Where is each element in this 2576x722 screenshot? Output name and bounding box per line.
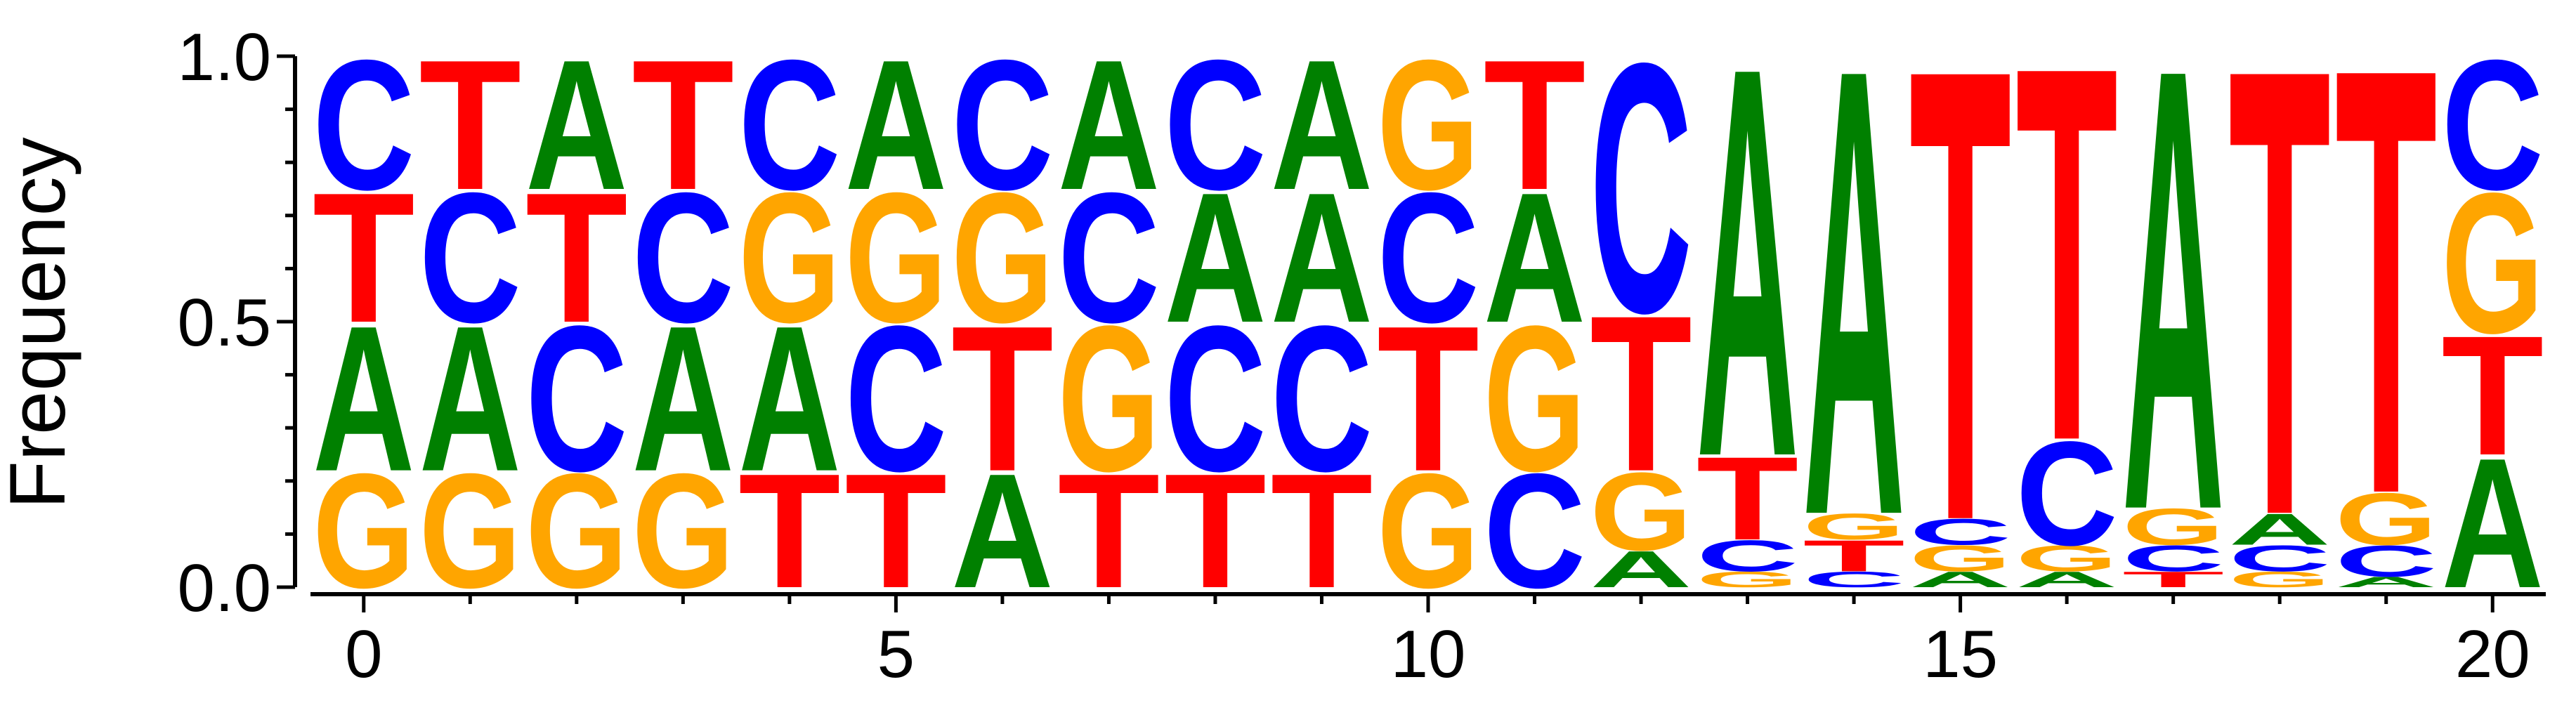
logo-letter-A-pos-11: A <box>1484 154 1586 362</box>
logo-letter-G-pos-12: G <box>1590 449 1692 574</box>
logo-letter-T-pos-8: T <box>1164 440 1266 622</box>
logo-letter-A-pos-3: A <box>632 282 734 515</box>
logo-letter-T-pos-12: T <box>1590 270 1692 518</box>
logo-letter-C-pos-3: C <box>632 154 734 362</box>
x-tick-label: 15 <box>1923 617 1998 692</box>
logo-letter-G-pos-16: G <box>2015 538 2117 579</box>
logo-letter-A-pos-4: A <box>738 282 840 515</box>
logo-letter-C-pos-13: C <box>1696 531 1798 581</box>
logo-letter-A-pos-13: A <box>1696 0 1798 573</box>
logo-letter-C-pos-7: C <box>1058 154 1160 362</box>
logo-letter-C-pos-12: C <box>1590 0 1692 387</box>
logo-letter-A-pos-6: A <box>951 440 1053 623</box>
logo-letter-T-pos-5: T <box>845 440 947 622</box>
logo-letter-C-pos-11: C <box>1484 440 1586 623</box>
logo-letter-A-pos-5: A <box>845 21 947 229</box>
logo-letter-T-pos-17: T <box>2122 567 2224 591</box>
logo-letter-A-pos-18: A <box>2228 504 2330 554</box>
logo-letter-C-pos-16: C <box>2015 410 2117 576</box>
logo-letter-C-pos-17: C <box>2122 538 2224 579</box>
logo-letter-G-pos-15: G <box>1909 538 2011 579</box>
logo-letter-T-pos-13: T <box>1696 432 1798 565</box>
logo-letter-T-pos-4: T <box>738 440 840 622</box>
logo-letter-A-pos-2: A <box>525 21 627 229</box>
logo-letter-C-pos-6: C <box>951 21 1053 229</box>
logo-letter-C-pos-9: C <box>1271 282 1373 515</box>
y-axis-title: Frequency <box>0 137 81 508</box>
logo-letter-G-pos-17: G <box>2122 498 2224 556</box>
logo-letter-C-pos-19: C <box>2335 537 2437 586</box>
logo-letter-G-pos-5: G <box>845 155 947 361</box>
x-tick-label: 0 <box>345 617 382 692</box>
logo-letter-G-pos-14: G <box>1803 506 1904 548</box>
logo-letter-C-pos-14: C <box>1803 567 1904 592</box>
logo-letter-G-pos-18: G <box>2228 567 2330 592</box>
logo-letter-G-pos-2: G <box>525 440 627 622</box>
y-tick-label: 1.0 <box>178 20 271 95</box>
logo-letter-C-pos-2: C <box>525 282 627 515</box>
logo-letter-A-pos-14: A <box>1803 0 1904 648</box>
x-tick-label: 10 <box>1391 617 1466 692</box>
logo-letter-T-pos-1: T <box>419 22 521 229</box>
logo-letter-A-pos-7: A <box>1058 21 1160 229</box>
y-tick-label: 0.0 <box>178 551 271 626</box>
logo-letter-T-pos-9: T <box>1271 440 1373 622</box>
logo-letter-C-pos-18: C <box>2228 538 2330 579</box>
logo-letter-C-pos-0: C <box>313 21 414 229</box>
x-tick-label: 20 <box>2455 617 2530 692</box>
logo-letter-T-pos-7: T <box>1058 440 1160 622</box>
logo-letter-G-pos-10: G <box>1377 22 1479 228</box>
logo-letter-G-pos-7: G <box>1058 283 1160 515</box>
logo-letter-C-pos-20: C <box>2442 21 2544 229</box>
logo-letter-A-pos-12: A <box>1590 541 1692 598</box>
logo-letter-T-pos-3: T <box>632 22 734 229</box>
logo-letter-T-pos-19: T <box>2335 0 2437 621</box>
logo-letter-A-pos-15: A <box>1909 567 2011 592</box>
logo-letter-G-pos-6: G <box>951 155 1053 361</box>
logo-letter-T-pos-0: T <box>313 155 414 362</box>
logo-letter-G-pos-10: G <box>1377 440 1479 622</box>
logo-letter-T-pos-11: T <box>1484 22 1586 229</box>
logo-letter-T-pos-2: T <box>525 155 627 362</box>
logo-letter-A-pos-8: A <box>1164 154 1266 362</box>
logo-letter-C-pos-15: C <box>1909 511 2011 553</box>
logo-letter-A-pos-9: A <box>1271 21 1373 229</box>
logo-letters: GATCGACTGCTAGACTTAGCTCGAATGCTGCATCACTCAA… <box>313 0 2544 655</box>
logo-letter-C-pos-1: C <box>419 154 521 362</box>
x-tick-label: 5 <box>877 617 915 692</box>
logo-letter-T-pos-10: T <box>1377 282 1479 514</box>
logo-letter-A-pos-1: A <box>419 282 521 515</box>
logo-letter-C-pos-4: C <box>738 21 840 229</box>
logo-letter-A-pos-20: A <box>2442 419 2544 627</box>
axes: 0.0 0.5 1.0 0 5 10 15 20 <box>178 20 2546 692</box>
logo-letter-T-pos-15: T <box>1909 0 2011 655</box>
logo-letter-A-pos-16: A <box>2015 567 2117 592</box>
logo-letter-G-pos-20: G <box>2442 152 2544 376</box>
logo-letter-G-pos-13: G <box>1696 567 1798 592</box>
logo-letter-C-pos-8: C <box>1164 21 1266 229</box>
logo-letter-C-pos-8: C <box>1164 282 1266 515</box>
logo-letter-C-pos-5: C <box>845 282 947 515</box>
logo-letter-A-pos-0: A <box>313 282 414 515</box>
logo-letter-C-pos-10: C <box>1377 154 1479 362</box>
logo-letter-T-pos-14: T <box>1803 531 1904 581</box>
logo-letter-G-pos-11: G <box>1484 283 1586 515</box>
logo-letter-G-pos-4: G <box>738 155 840 361</box>
logo-letter-G-pos-1: G <box>419 440 521 622</box>
logo-letter-G-pos-0: G <box>313 440 414 622</box>
logo-letter-T-pos-6: T <box>951 282 1053 514</box>
logo-letter-G-pos-19: G <box>2335 478 2437 561</box>
logo-letter-A-pos-17: A <box>2122 0 2224 641</box>
y-tick-label: 0.5 <box>178 285 271 360</box>
logo-letter-A-pos-19: A <box>2335 574 2437 591</box>
logo-letter-A-pos-9: A <box>1271 154 1373 362</box>
logo-letter-G-pos-3: G <box>632 440 734 622</box>
logo-letter-T-pos-18: T <box>2228 0 2330 648</box>
logo-letter-T-pos-20: T <box>2442 300 2544 491</box>
logo-letter-T-pos-16: T <box>2015 0 2117 552</box>
